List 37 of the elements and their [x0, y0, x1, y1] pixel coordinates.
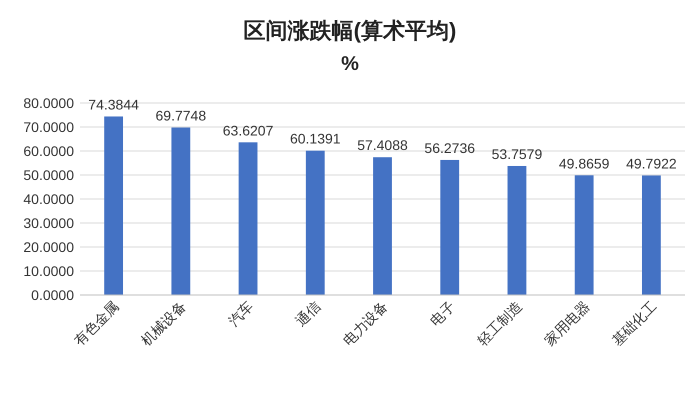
data-label: 57.4088 [357, 137, 408, 154]
x-tick-label: 汽车 [225, 298, 256, 329]
bar [373, 157, 392, 295]
x-tick-label: 基础化工 [608, 298, 660, 349]
x-tick-label: 通信 [292, 298, 324, 329]
bar [238, 142, 258, 295]
data-label: 49.8659 [558, 155, 610, 172]
bar [171, 128, 190, 295]
x-tick-label: 电力设备 [340, 298, 391, 349]
bar [440, 160, 460, 295]
chart-subtitle: % [341, 53, 360, 75]
bar [508, 166, 526, 295]
x-tick-label: 轻工制造 [474, 298, 526, 349]
data-label: 69.7748 [156, 108, 206, 124]
data-label: 74.3844 [88, 96, 140, 112]
x-tick-label: 电子 [426, 298, 458, 329]
y-tick-label: 50.0000 [23, 167, 74, 183]
y-tick-label: 40.0000 [23, 191, 74, 207]
data-label: 49.7922 [626, 156, 677, 172]
bar [306, 150, 325, 295]
x-tick-label: 家用电器 [541, 298, 592, 349]
y-tick-label: 20.0000 [23, 239, 74, 255]
y-tick-label: 30.0000 [23, 215, 74, 231]
bar [642, 176, 661, 295]
y-tick-label: 70.0000 [23, 119, 74, 135]
x-tick-label: 机械设备 [138, 298, 189, 349]
data-label: 56.2736 [424, 140, 476, 156]
data-label: 60.1391 [290, 130, 341, 147]
bar [104, 116, 124, 295]
bar [574, 175, 594, 295]
chart-title: 区间涨跌幅(算术平均) [244, 18, 456, 43]
y-tick-label: 60.0000 [23, 143, 74, 159]
y-tick-label: 10.0000 [23, 263, 74, 279]
y-tick-label: 80.0000 [23, 95, 74, 111]
data-label: 53.7579 [492, 146, 542, 162]
y-tick-label: 0.0000 [31, 287, 74, 303]
data-label: 63.6207 [222, 122, 274, 138]
